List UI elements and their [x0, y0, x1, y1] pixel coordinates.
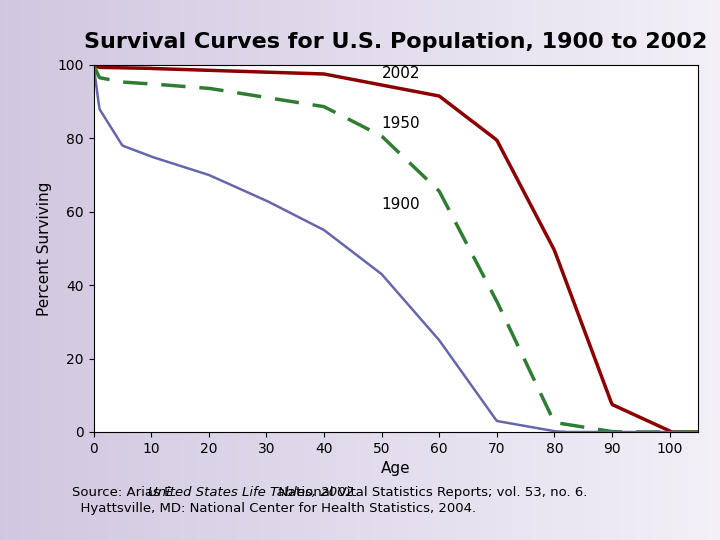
- Y-axis label: Percent Surviving: Percent Surviving: [37, 181, 52, 315]
- Text: 1950: 1950: [382, 116, 420, 131]
- Text: National Vital Statistics Reports; vol. 53, no. 6.: National Vital Statistics Reports; vol. …: [274, 486, 587, 499]
- Text: 1900: 1900: [382, 197, 420, 212]
- X-axis label: Age: Age: [381, 461, 411, 476]
- Text: Source: Arias E.: Source: Arias E.: [72, 486, 181, 499]
- Text: 2002: 2002: [382, 66, 420, 82]
- Text: United States Life Tables, 2002.: United States Life Tables, 2002.: [148, 486, 358, 499]
- Title: Survival Curves for U.S. Population, 1900 to 2002: Survival Curves for U.S. Population, 190…: [84, 32, 708, 52]
- Text: Hyattsville, MD: National Center for Health Statistics, 2004.: Hyattsville, MD: National Center for Hea…: [72, 502, 476, 515]
